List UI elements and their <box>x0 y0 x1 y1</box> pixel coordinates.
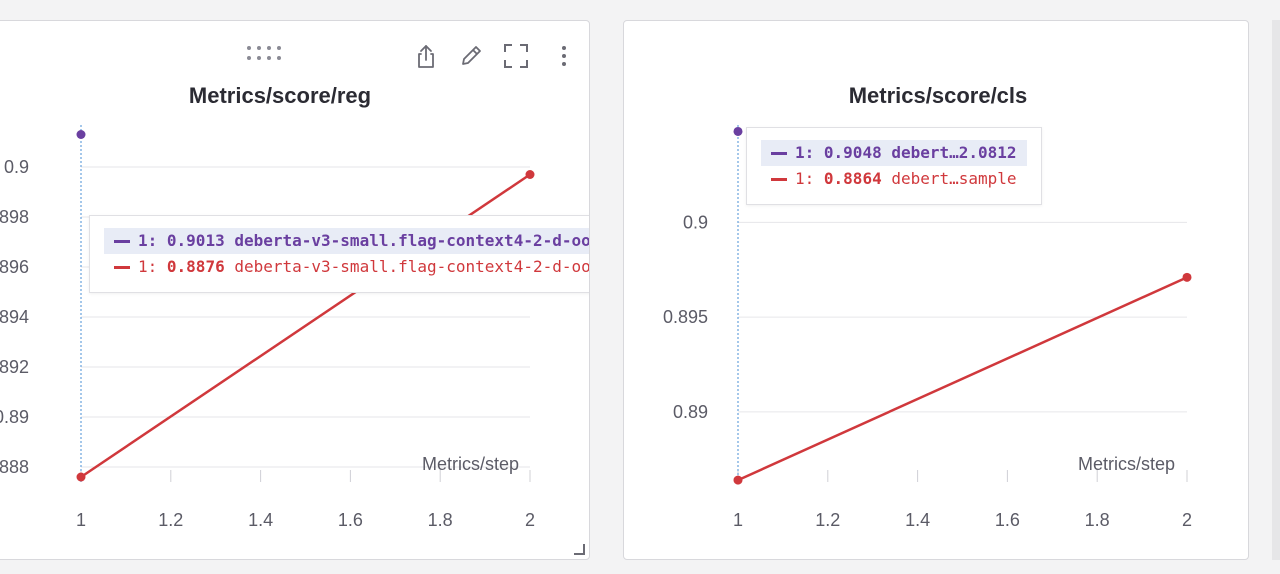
x-tick-label: 1.8 <box>1085 510 1110 530</box>
data-point[interactable] <box>733 126 743 136</box>
data-point[interactable] <box>76 472 86 482</box>
chart-panel-cls[interactable]: 0.89 0.895 0.9 1 1.2 1.4 1.6 1.8 2 Metrics/score/… <box>623 20 1249 560</box>
line-chart-cls[interactable]: 0.89 0.895 0.9 1 1.2 1.4 1.6 1.8 2 Metrics/score/… <box>624 21 1249 560</box>
y-tick-label: 0.9 <box>683 212 708 232</box>
x-tick-label: 2 <box>1182 510 1192 530</box>
y-tick-label: .896 <box>0 257 29 277</box>
series-line[interactable] <box>737 276 1188 482</box>
legend-step: 1: <box>795 169 824 188</box>
legend-run-name: debert…2.0812 <box>881 143 1017 162</box>
legend-swatch <box>114 240 130 243</box>
chart-title: Metrics/score/cls <box>849 83 1028 108</box>
x-tick-label: 1.4 <box>248 510 273 530</box>
legend-swatch <box>771 152 787 155</box>
y-tick-label: .888 <box>0 457 29 477</box>
x-tick-label: 1.4 <box>905 510 930 530</box>
y-tick-label: .894 <box>0 307 29 327</box>
legend-row: 1: 0.8876 deberta-v3-small.flag-context4… <box>104 254 590 280</box>
x-axis-label: Metrics/step <box>422 454 519 474</box>
legend-step: 1: <box>795 143 824 162</box>
resize-handle-icon[interactable] <box>573 543 585 555</box>
legend-row: 1: 0.9048 debert…2.0812 <box>761 140 1027 166</box>
x-tick-label: 1.6 <box>338 510 363 530</box>
scrollbar[interactable] <box>1272 20 1280 560</box>
y-tick-label: 0.89 <box>0 407 29 427</box>
legend-value: 0.8876 <box>166 257 225 276</box>
y-tick-label: .892 <box>0 357 29 377</box>
y-tick-label: .898 <box>0 207 29 227</box>
legend-run-name: deberta-v3-small.flag-context4-2-d-oof.n… <box>234 257 590 276</box>
pencil-icon[interactable] <box>458 43 484 69</box>
legend-row: 1: 0.8864 debert…sample <box>761 166 1027 192</box>
legend-step: 1: <box>138 257 167 276</box>
y-tick-label: 0.89 <box>673 402 708 422</box>
legend-value: 0.9013 <box>166 231 225 250</box>
legend-run-name: deberta-v3-small.flag-context4-2-d-oof2.… <box>234 231 590 250</box>
legend-step: 1: <box>138 231 167 250</box>
x-tick-label: 1 <box>733 510 743 530</box>
share-icon[interactable] <box>413 43 439 69</box>
legend-swatch <box>771 178 787 181</box>
x-tick-label: 1.6 <box>995 510 1020 530</box>
legend-row: 1: 0.9013 deberta-v3-small.flag-context4… <box>104 228 590 254</box>
hover-legend: 1: 0.9013 deberta-v3-small.flag-context4… <box>89 215 590 293</box>
y-tick-label: 0.895 <box>663 307 708 327</box>
chart-title: Metrics/score/reg <box>189 83 371 108</box>
data-point[interactable] <box>76 130 86 139</box>
drag-handle-icon[interactable] <box>245 43 291 63</box>
chart-panel-reg[interactable]: .888 0.89 .892 .894 .896 .898 0.9 1 1.2 1.4 1.6 1.8… <box>0 20 590 560</box>
data-point[interactable] <box>733 475 743 485</box>
fullscreen-icon[interactable] <box>503 43 529 69</box>
x-tick-label: 1.2 <box>158 510 183 530</box>
x-tick-label: 1 <box>76 510 86 530</box>
x-tick-label: 2 <box>525 510 535 530</box>
hover-legend: 1: 0.9048 debert…2.0812 1: 0.8864 debert…… <box>746 127 1042 205</box>
legend-swatch <box>114 266 130 269</box>
y-tick-label: 0.9 <box>4 157 29 177</box>
x-tick-label: 1.2 <box>815 510 840 530</box>
legend-value: 0.8864 <box>823 169 882 188</box>
more-vertical-icon[interactable] <box>551 43 577 69</box>
data-point[interactable] <box>525 170 535 179</box>
x-axis-label: Metrics/step <box>1078 454 1175 474</box>
data-point[interactable] <box>1182 272 1192 282</box>
legend-run-name: debert…sample <box>881 169 1017 188</box>
legend-value: 0.9048 <box>823 143 882 162</box>
x-tick-label: 1.8 <box>428 510 453 530</box>
